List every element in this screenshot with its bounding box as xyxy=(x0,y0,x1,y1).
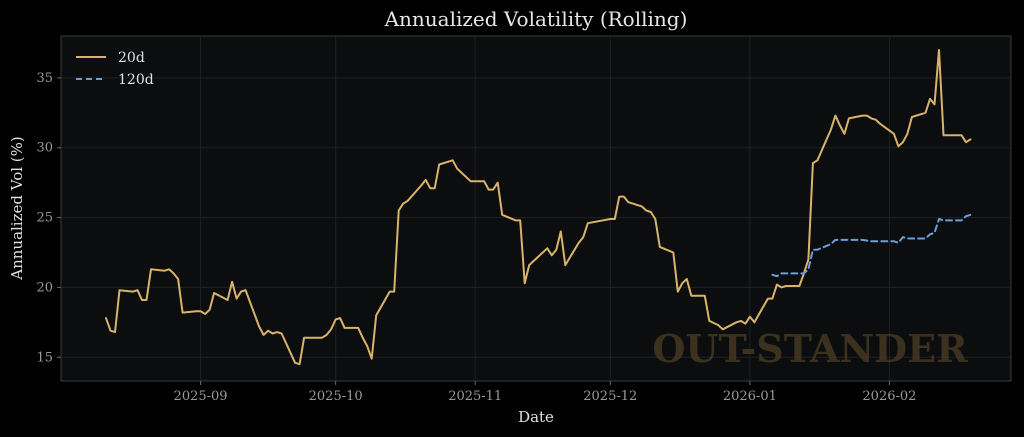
x-tick-label: 2026-01 xyxy=(723,389,777,404)
x-tick-label: 2026-02 xyxy=(862,389,916,404)
x-tick-label: 2025-11 xyxy=(448,389,502,404)
y-tick-label: 30 xyxy=(36,141,53,156)
chart-title: Annualized Volatility (Rolling) xyxy=(384,7,688,31)
legend-label-120d: 120d xyxy=(118,72,154,88)
legend-label-20d: 20d xyxy=(118,50,145,66)
series-layer xyxy=(105,49,972,366)
plot-area xyxy=(60,35,1012,382)
series-line-20d xyxy=(105,49,972,366)
x-tick-label: 2025-12 xyxy=(583,389,637,404)
y-tick-label: 20 xyxy=(36,280,53,295)
y-tick-label: 15 xyxy=(36,350,53,365)
y-tick-label: 35 xyxy=(36,71,53,86)
legend: 20d 120d xyxy=(76,50,154,88)
watermark-text: OUT-STANDER xyxy=(652,326,968,371)
grid-lines xyxy=(61,36,1011,381)
series-line-120d xyxy=(771,213,972,278)
y-axis-label: Annualized Vol (%) xyxy=(8,136,26,281)
x-axis-ticks: 2025-09 2025-10 2025-11 2025-12 2026-01 2026-… xyxy=(174,381,916,404)
x-tick-label: 2025-10 xyxy=(309,389,363,404)
y-axis-ticks: 15 20 25 30 35 xyxy=(36,71,61,365)
x-axis-label: Date xyxy=(518,408,554,426)
x-tick-label: 2025-09 xyxy=(174,389,228,404)
y-tick-label: 25 xyxy=(36,211,53,226)
